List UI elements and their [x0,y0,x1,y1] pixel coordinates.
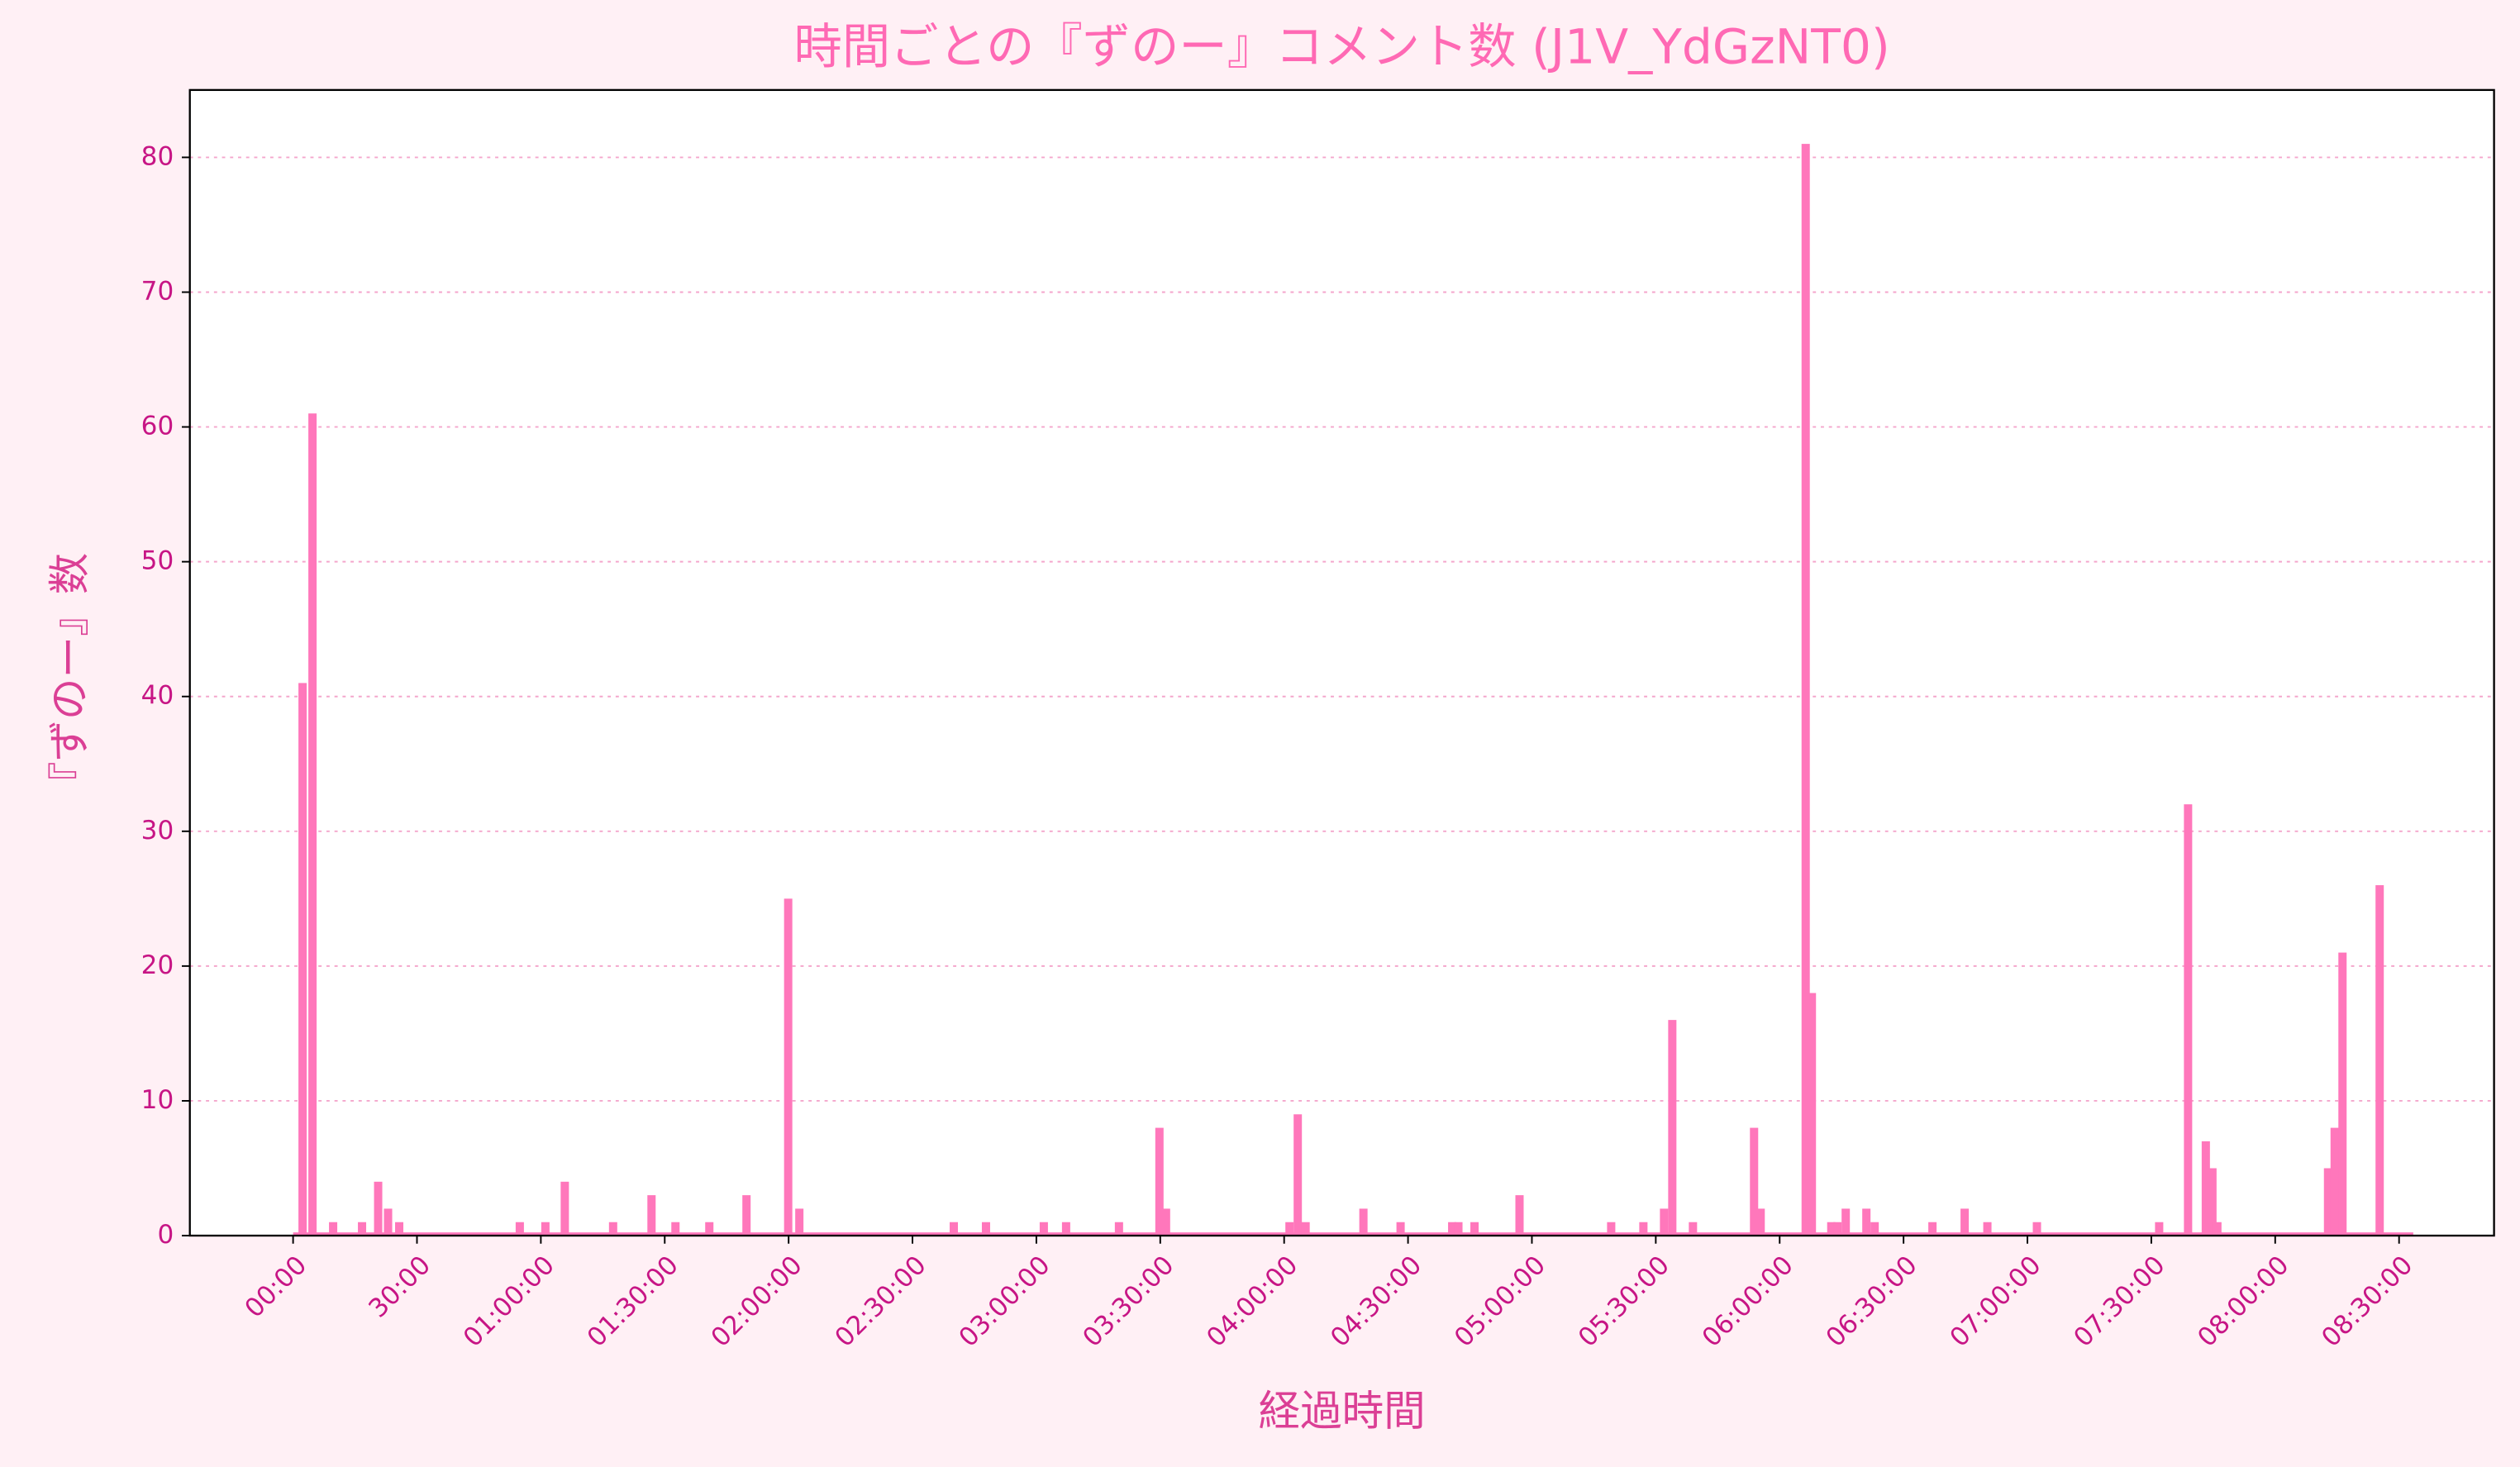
bar [383,1208,393,1236]
bar [395,1222,404,1236]
bar [2208,1168,2217,1236]
bar [308,413,317,1236]
bar [950,1222,959,1236]
bar [705,1222,714,1236]
bar [784,898,793,1236]
bar [1359,1208,1368,1236]
bar [2338,952,2347,1236]
bar [647,1195,656,1236]
bar [1660,1208,1669,1236]
bar [608,1222,617,1236]
bar [1454,1222,1463,1236]
bar [560,1181,569,1236]
bar [1756,1208,1765,1236]
bar [2032,1222,2041,1236]
bar [1862,1208,1871,1236]
bar [2323,1168,2332,1236]
bar [515,1222,524,1236]
bars [293,144,2413,1236]
bar [1448,1222,1457,1236]
bar [1515,1195,1524,1236]
y-axis-label: 『ずのー』数 [45,553,93,803]
y-tick-label: 0 [157,1220,174,1250]
bar [1689,1222,1698,1236]
bar [358,1222,367,1236]
bar [2201,1141,2210,1236]
y-tick-label: 70 [141,276,174,306]
bar [1750,1127,1759,1236]
y-tick-label: 60 [141,412,174,441]
y-tick-label: 40 [141,681,174,711]
bar [1061,1222,1070,1236]
bar [1928,1222,1937,1236]
chart-title: 時間ごとの『ずのー』コメント数 (J1V_YdGzNT0) [794,18,1890,74]
bar [1396,1222,1405,1236]
bar [1983,1222,1992,1236]
bar [1293,1114,1303,1236]
bar [2330,1127,2339,1236]
y-tick-label: 80 [141,141,174,171]
bar [1161,1208,1170,1236]
bar [1841,1208,1851,1236]
bar [671,1222,680,1236]
y-tick-label: 10 [141,1085,174,1115]
bar [2213,1222,2222,1236]
plot-area [189,89,2494,1236]
bar [1155,1127,1164,1236]
bar [329,1222,338,1236]
bar [1870,1222,1879,1236]
bar [374,1181,383,1236]
y-tick-label: 20 [141,950,174,980]
bar [2375,885,2384,1236]
y-tick-label: 50 [141,546,174,576]
x-axis-label: 経過時間 [1259,1386,1426,1435]
bar [541,1222,550,1236]
bar [298,683,307,1236]
y-tick-label: 30 [141,816,174,845]
bar [795,1208,804,1236]
bar [1801,144,1810,1236]
bar [1827,1222,1836,1236]
bar [1470,1222,1479,1236]
bar [1960,1208,1970,1236]
bar [1639,1222,1648,1236]
bar [1668,1020,1677,1236]
bar [1607,1222,1616,1236]
plot-frame [188,88,2495,1237]
bar [1285,1222,1294,1236]
bar [1301,1222,1310,1236]
bar [1039,1222,1048,1236]
bar [981,1222,990,1236]
bar [2184,804,2193,1236]
bar [2155,1222,2164,1236]
bar [1114,1222,1123,1236]
bar [742,1195,751,1236]
bar [1833,1222,1842,1236]
bar [1808,993,1817,1236]
